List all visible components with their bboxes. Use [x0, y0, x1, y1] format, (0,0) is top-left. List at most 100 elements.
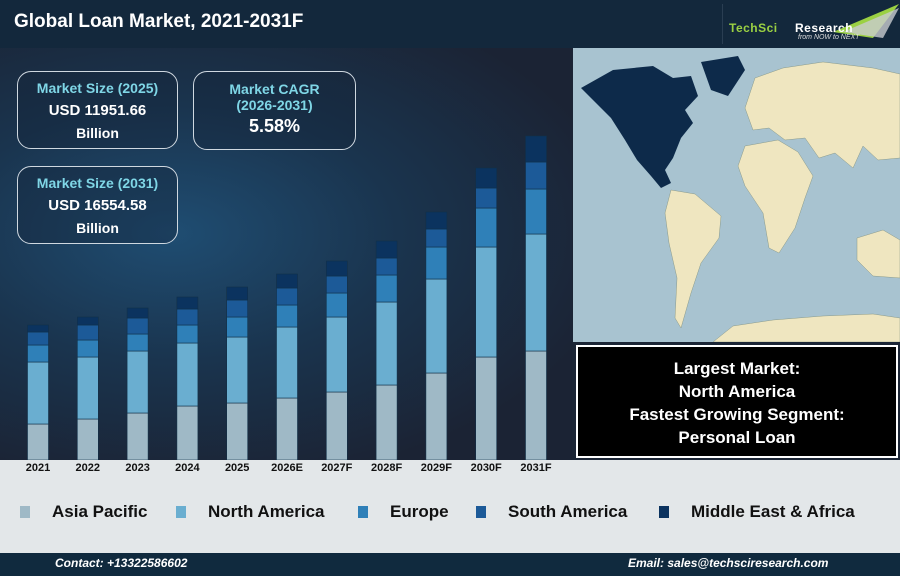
south-america-region [664, 189, 722, 329]
bar-segment-middle-east-africa-2024 [176, 296, 199, 310]
largest-market-value: North America [678, 382, 796, 401]
bar-segment-asia-pacific-2024 [176, 405, 199, 460]
x-tick-label: 2030F [470, 462, 502, 474]
x-tick-label: 2022 [75, 462, 101, 474]
footer: Contact: +13322586602 Email: sales@techs… [0, 553, 900, 576]
x-tick-label: 2025 [224, 462, 250, 474]
logo-text-research: Research [795, 21, 854, 35]
card-value: USD 16554.58 [48, 197, 147, 214]
x-tick-label: 2031F [520, 462, 552, 474]
bar-segment-europe-2031F [525, 188, 547, 235]
logo-tagline: from NOW to NEXT [798, 34, 860, 41]
largest-market-label: Largest Market: [673, 359, 801, 378]
legend-item: Europe [358, 502, 449, 522]
bar-segment-asia-pacific-2025 [226, 402, 248, 460]
bar-segment-middle-east-africa-2021 [27, 324, 49, 333]
x-tick-label: 2024 [175, 462, 200, 474]
contact-email: Email: sales@techsciresearch.com [628, 556, 829, 570]
legend-swatch [20, 506, 30, 518]
bar-segment-asia-pacific-2028F [375, 384, 398, 460]
bar-segment-europe-2023 [126, 333, 149, 352]
bar-segment-asia-pacific-2022 [77, 418, 99, 460]
bar-segment-asia-pacific-2030F [475, 356, 498, 460]
techsci-logo: TechSci Research from NOW to NEXT [722, 4, 899, 44]
bar-segment-middle-east-africa-2027F [325, 260, 348, 277]
bar-segment-south-america-2024 [176, 308, 199, 326]
antarctica-region [712, 313, 900, 343]
bar-segment-south-america-2022 [77, 324, 99, 341]
bar-segment-europe-2024 [176, 324, 199, 344]
card-label: Market CAGR [229, 81, 320, 97]
africa-region [737, 139, 814, 254]
bar-segment-middle-east-africa-2031F [525, 135, 547, 163]
bar-segment-europe-2026E [276, 304, 298, 328]
bar-segment-south-america-2023 [126, 317, 149, 335]
legend-swatch [659, 506, 669, 518]
logo-swoosh-icon [833, 4, 899, 38]
card-value: USD 11951.66 [48, 102, 147, 119]
card-label: Market Size (2031) [36, 175, 159, 191]
contact-phone: Contact: +13322586602 [55, 556, 188, 570]
bar-segment-south-america-2027F [325, 275, 348, 294]
australia-region [856, 229, 900, 279]
bar-segment-north-america-2021 [27, 361, 49, 425]
bar-segment-north-america-2026E [276, 326, 298, 399]
bar-segment-north-america-2029F [425, 278, 448, 374]
card-label: Market Size (2025) [36, 80, 159, 96]
x-tick-label: 2029F [420, 462, 452, 474]
legend-label: Asia Pacific [52, 502, 148, 521]
legend-label: South America [508, 502, 628, 521]
world-map [573, 48, 900, 343]
bar-segment-europe-2028F [375, 274, 398, 303]
stacked-bar-chart [27, 135, 547, 460]
bar-segment-europe-2029F [425, 246, 448, 280]
bar-segment-north-america-2025 [226, 336, 248, 404]
legend-item: North America [176, 502, 325, 522]
bar-segment-north-america-2023 [126, 350, 149, 414]
fastest-segment-value: Personal Loan [678, 428, 796, 447]
x-tick-label: 2023 [125, 462, 150, 474]
legend-swatch [476, 506, 486, 518]
bar-segment-south-america-2031F [525, 161, 547, 190]
bar-segment-south-america-2021 [27, 331, 49, 346]
bar-segment-south-america-2030F [475, 187, 498, 209]
bar-segment-asia-pacific-2027F [325, 391, 348, 460]
bar-segment-europe-2030F [475, 207, 498, 248]
legend-item: Asia Pacific [20, 502, 147, 522]
bar-segment-middle-east-africa-2025 [226, 286, 248, 301]
bar-segment-south-america-2026E [276, 287, 298, 306]
bar-segment-asia-pacific-2021 [27, 423, 49, 460]
card-period: (2026-2031) [236, 97, 313, 113]
bar-segment-middle-east-africa-2029F [425, 211, 448, 230]
bar-segment-north-america-2027F [325, 316, 348, 393]
card-unit: Billion [76, 220, 119, 236]
bar-segment-south-america-2025 [226, 299, 248, 318]
header: Global Loan Market, 2021-2031F TechSci R… [0, 0, 900, 48]
bar-segment-south-america-2028F [375, 257, 398, 276]
legend-band: 2021 2022 2023 2024 2025 2026E 2027F 2028F 2029F… [0, 460, 900, 553]
legend-item: Middle East & Africa [659, 502, 855, 522]
card-value: 5.58% [248, 116, 301, 136]
cagr-card: Market CAGR (2026-2031) 5.58% [193, 71, 356, 150]
x-tick-label: 2026E [271, 462, 303, 474]
legend-item: South America [476, 502, 627, 522]
key-insights-box: Largest Market: North America Fastest Gr… [576, 345, 898, 458]
x-tick-label: 2027F [321, 462, 353, 474]
bar-segment-north-america-2031F [525, 233, 547, 352]
bar-segment-asia-pacific-2023 [126, 412, 149, 460]
bar-segment-middle-east-africa-2030F [475, 167, 498, 189]
legend-label: Middle East & Africa [691, 502, 855, 521]
bar-segment-middle-east-africa-2026E [276, 273, 298, 289]
eurasia-region [744, 61, 900, 169]
x-tick-label: 2021 [25, 462, 51, 474]
bar-segment-north-america-2028F [375, 301, 398, 386]
logo-text-techsci: TechSci [729, 21, 778, 35]
bar-segment-asia-pacific-2031F [525, 350, 547, 460]
market-size-2031-card: Market Size (2031) USD 16554.58 Billion [17, 166, 178, 244]
bar-segment-europe-2027F [325, 292, 348, 318]
bar-segment-south-america-2029F [425, 228, 448, 248]
bar-segment-middle-east-africa-2028F [375, 240, 398, 259]
page-title: Global Loan Market, 2021-2031F [14, 11, 304, 32]
bar-segment-north-america-2024 [176, 342, 199, 407]
north-america-region [581, 66, 698, 188]
